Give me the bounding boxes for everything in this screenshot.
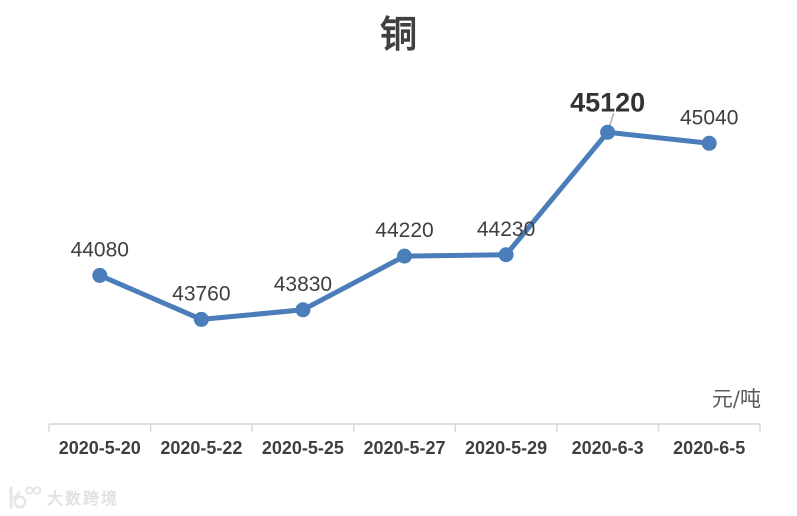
data-point-marker bbox=[92, 267, 108, 283]
data-label-emphasized: 45120 bbox=[570, 87, 645, 117]
data-label: 44080 bbox=[71, 238, 129, 261]
data-point-marker bbox=[600, 124, 616, 140]
data-point-marker bbox=[701, 135, 717, 151]
x-axis-label: 2020-5-20 bbox=[59, 438, 141, 458]
x-axis-label: 2020-5-27 bbox=[363, 438, 445, 458]
data-point-marker bbox=[397, 248, 412, 264]
x-axis-label: 2020-5-22 bbox=[160, 438, 242, 458]
x-axis-label: 2020-5-29 bbox=[465, 438, 547, 458]
data-label: 45040 bbox=[680, 106, 738, 129]
data-point-marker bbox=[498, 247, 514, 263]
chart-title: 铜 bbox=[380, 12, 417, 56]
data-label: 44230 bbox=[477, 218, 535, 241]
watermark-text: 大数跨境 bbox=[47, 491, 120, 508]
data-point-marker bbox=[193, 311, 209, 327]
watermark: 大数跨境 bbox=[6, 483, 119, 511]
x-axis-label: 2020-6-3 bbox=[572, 438, 644, 458]
data-point-marker bbox=[295, 302, 311, 318]
data-label: 44220 bbox=[375, 219, 433, 242]
dashu-kuajing-logo-icon bbox=[9, 486, 42, 509]
data-label: 43760 bbox=[172, 282, 230, 305]
x-axis-label: 2020-5-25 bbox=[262, 438, 344, 458]
unit-label: 元/吨 bbox=[712, 387, 761, 411]
x-axis-label: 2020-6-5 bbox=[673, 438, 745, 458]
data-label: 43830 bbox=[274, 273, 332, 296]
